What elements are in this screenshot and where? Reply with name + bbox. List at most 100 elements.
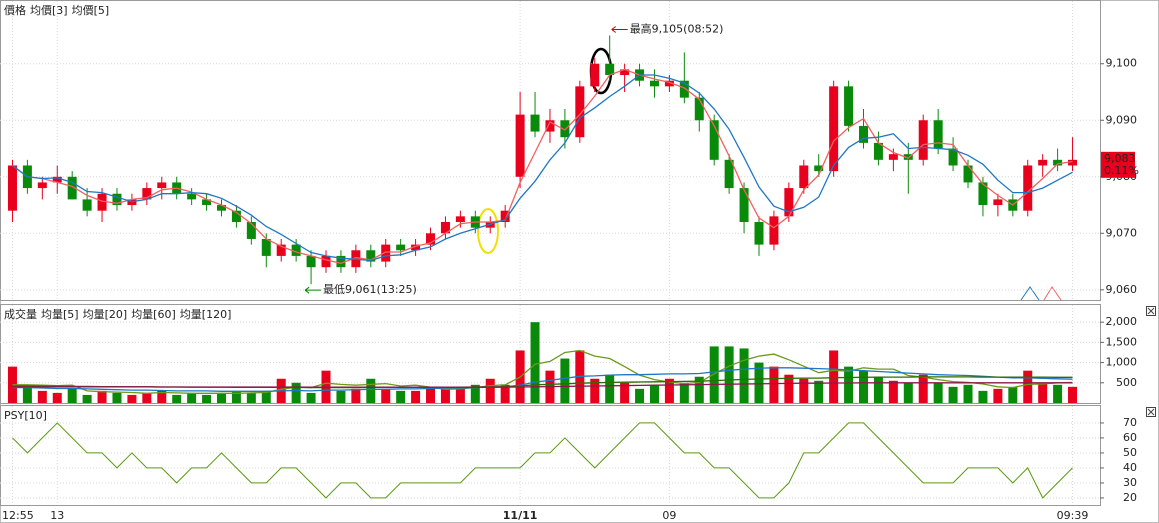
candle-body	[844, 86, 854, 126]
volume-bar	[470, 384, 480, 403]
candle-body	[605, 63, 615, 76]
candle-body	[814, 165, 824, 172]
last-price: 9,083	[1104, 152, 1136, 165]
candle-body	[276, 244, 286, 256]
candle-body	[873, 142, 883, 160]
volume-bar	[844, 366, 854, 403]
x-tick-label: 09:39	[1057, 509, 1089, 522]
y-tick-label: 20	[1123, 491, 1137, 504]
volume-bar	[440, 388, 450, 403]
y-tick-label: 50	[1123, 446, 1137, 459]
candle-body	[246, 222, 256, 239]
volume-bar	[769, 366, 779, 403]
candle-body	[829, 86, 839, 172]
volume-bar	[993, 388, 1003, 403]
candle-body	[679, 80, 689, 98]
candle-body	[455, 216, 465, 222]
candle-body	[426, 233, 436, 245]
candle-body	[545, 120, 555, 132]
volume-bar	[67, 388, 77, 403]
volume-bar	[172, 394, 182, 403]
volume-bar	[903, 382, 913, 403]
last-price-box	[1101, 151, 1135, 178]
volume-bar	[1068, 386, 1078, 403]
y-tick-label: 9,060	[1106, 283, 1138, 296]
candle-body	[52, 176, 62, 183]
x-tick-label: 09	[662, 509, 676, 522]
volume-bar	[948, 386, 958, 403]
volume-bar	[351, 388, 361, 403]
ma-line	[12, 74, 1073, 262]
volume-bar	[291, 382, 301, 403]
volume-bar	[1008, 386, 1018, 403]
candle-body	[187, 193, 197, 200]
volume-bar	[426, 386, 436, 403]
candle-body	[649, 80, 659, 87]
volume-bar	[530, 322, 540, 403]
volume-bar	[455, 386, 465, 403]
candle-body	[396, 244, 406, 251]
candle-body	[784, 188, 794, 217]
panel-frame	[0, 405, 1101, 506]
candle-body	[202, 199, 212, 206]
volume-bar	[814, 380, 824, 403]
candle-body	[799, 165, 809, 189]
volume-bar	[888, 380, 898, 403]
volume-bar	[82, 394, 92, 403]
volume-bar	[202, 394, 212, 403]
volume-bar	[859, 370, 869, 403]
legend-entry: 均價[3]	[30, 3, 68, 17]
candle-body	[366, 250, 376, 262]
candle-body	[67, 176, 77, 200]
candle-body	[500, 210, 510, 222]
legend-entry: 均量[60]	[131, 308, 176, 321]
candle-body	[97, 193, 107, 211]
marker-triangle	[1043, 286, 1062, 301]
candle-body	[903, 154, 913, 160]
volume-bar	[605, 374, 615, 403]
volume-bar	[724, 346, 734, 403]
candle-body	[1053, 159, 1063, 166]
volume-bar	[231, 390, 241, 403]
y-tick-label: 9,070	[1106, 226, 1138, 239]
candle-body	[112, 193, 122, 206]
volume-bar	[306, 392, 316, 403]
psy-line	[12, 422, 1073, 499]
ma-line	[12, 349, 1073, 394]
volume-bar	[754, 362, 764, 403]
candle-body	[411, 244, 421, 251]
volume-bar	[709, 346, 719, 403]
volume-bar	[978, 390, 988, 403]
y-tick-label: 60	[1123, 431, 1137, 444]
legend-entry: 均價[5]	[72, 3, 110, 17]
highlight-ellipse	[477, 208, 499, 254]
y-tick-label: 40	[1123, 461, 1137, 474]
candle-body	[231, 210, 241, 222]
panel-title: 價格	[4, 3, 26, 17]
volume-bar	[963, 384, 973, 403]
y-tick-label: 1,500	[1106, 335, 1138, 348]
candle-body	[620, 69, 630, 76]
volume-bar	[873, 376, 883, 403]
volume-bar	[127, 394, 137, 403]
candle-body	[709, 120, 719, 160]
volume-bar	[829, 350, 839, 403]
legend-entry: 均量[120]	[180, 308, 232, 321]
candle-body	[664, 80, 674, 87]
high-annotation: 最高9,105(08:52)	[630, 21, 724, 35]
volume-bar	[7, 366, 17, 403]
volume-bar	[216, 392, 226, 403]
close-button[interactable]	[1146, 407, 1156, 417]
candle-body	[321, 255, 331, 268]
close-button[interactable]	[1146, 306, 1156, 316]
candle-body	[7, 165, 17, 211]
volume-bar	[97, 390, 107, 403]
volume-bar	[37, 390, 47, 403]
volume-bar	[336, 390, 346, 403]
volume-bar	[112, 392, 122, 403]
ma-line	[12, 382, 1073, 388]
candle-body	[978, 182, 988, 206]
ma-line	[12, 367, 1073, 392]
candle-body	[1068, 159, 1078, 166]
